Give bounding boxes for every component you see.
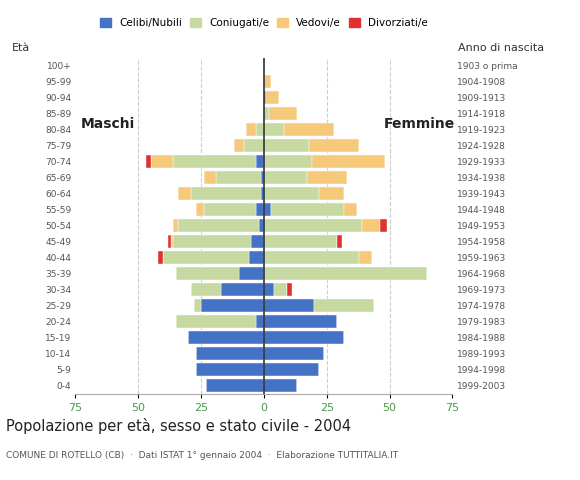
Bar	[176, 267, 239, 280]
Bar	[360, 251, 372, 264]
Text: Età: Età	[12, 43, 30, 53]
Bar	[271, 203, 345, 216]
Bar	[264, 251, 360, 264]
Bar	[251, 235, 264, 248]
Bar	[206, 379, 264, 392]
Bar	[158, 251, 164, 264]
Bar	[188, 331, 264, 344]
Bar	[264, 283, 274, 296]
Bar	[168, 235, 171, 248]
Bar	[264, 331, 345, 344]
Bar	[262, 171, 264, 184]
Bar	[246, 123, 256, 136]
Bar	[345, 203, 357, 216]
Bar	[314, 299, 375, 312]
Bar	[264, 107, 269, 120]
Bar	[264, 139, 309, 152]
Bar	[191, 283, 221, 296]
Bar	[151, 155, 173, 168]
Bar	[264, 379, 296, 392]
Bar	[204, 203, 256, 216]
Bar	[264, 187, 319, 200]
Bar	[256, 155, 264, 168]
Bar	[196, 203, 204, 216]
Bar	[249, 251, 264, 264]
Bar	[244, 139, 264, 152]
Bar	[266, 91, 279, 104]
Text: Femmine: Femmine	[384, 117, 455, 131]
Text: COMUNE DI ROTELLO (CB)  ·  Dati ISTAT 1° gennaio 2004  ·  Elaborazione TUTTITALI: COMUNE DI ROTELLO (CB) · Dati ISTAT 1° g…	[6, 451, 398, 460]
Legend: Celibi/Nubili, Coniugati/e, Vedovi/e, Divorziati/e: Celibi/Nubili, Coniugati/e, Vedovi/e, Di…	[98, 16, 430, 30]
Bar	[379, 219, 387, 232]
Bar	[264, 267, 427, 280]
Bar	[239, 267, 264, 280]
Bar	[287, 283, 292, 296]
Bar	[256, 123, 264, 136]
Bar	[234, 139, 244, 152]
Bar	[221, 283, 264, 296]
Bar	[173, 219, 179, 232]
Bar	[264, 299, 314, 312]
Bar	[264, 219, 362, 232]
Bar	[264, 171, 307, 184]
Bar	[362, 219, 379, 232]
Bar	[216, 171, 262, 184]
Bar	[194, 299, 201, 312]
Bar	[176, 315, 256, 328]
Bar	[179, 219, 259, 232]
Text: Popolazione per età, sesso e stato civile - 2004: Popolazione per età, sesso e stato civil…	[6, 418, 351, 433]
Bar	[262, 187, 264, 200]
Bar	[269, 107, 296, 120]
Bar	[179, 187, 191, 200]
Bar	[274, 283, 287, 296]
Bar	[164, 251, 249, 264]
Bar	[173, 155, 256, 168]
Bar	[284, 123, 334, 136]
Bar	[264, 315, 337, 328]
Bar	[191, 187, 262, 200]
Bar	[173, 235, 251, 248]
Bar	[204, 171, 216, 184]
Text: Anno di nascita: Anno di nascita	[458, 43, 544, 53]
Bar	[337, 235, 342, 248]
Bar	[319, 187, 345, 200]
Bar	[309, 139, 360, 152]
Bar	[171, 235, 173, 248]
Bar	[201, 299, 264, 312]
Bar	[311, 155, 385, 168]
Bar	[264, 363, 319, 376]
Bar	[264, 203, 271, 216]
Bar	[264, 347, 324, 360]
Bar	[264, 123, 284, 136]
Bar	[264, 91, 266, 104]
Bar	[196, 363, 264, 376]
Bar	[256, 203, 264, 216]
Bar	[264, 155, 311, 168]
Bar	[264, 75, 271, 88]
Bar	[264, 235, 337, 248]
Text: Maschi: Maschi	[81, 117, 135, 131]
Bar	[196, 347, 264, 360]
Bar	[146, 155, 151, 168]
Bar	[259, 219, 264, 232]
Bar	[256, 315, 264, 328]
Bar	[307, 171, 347, 184]
